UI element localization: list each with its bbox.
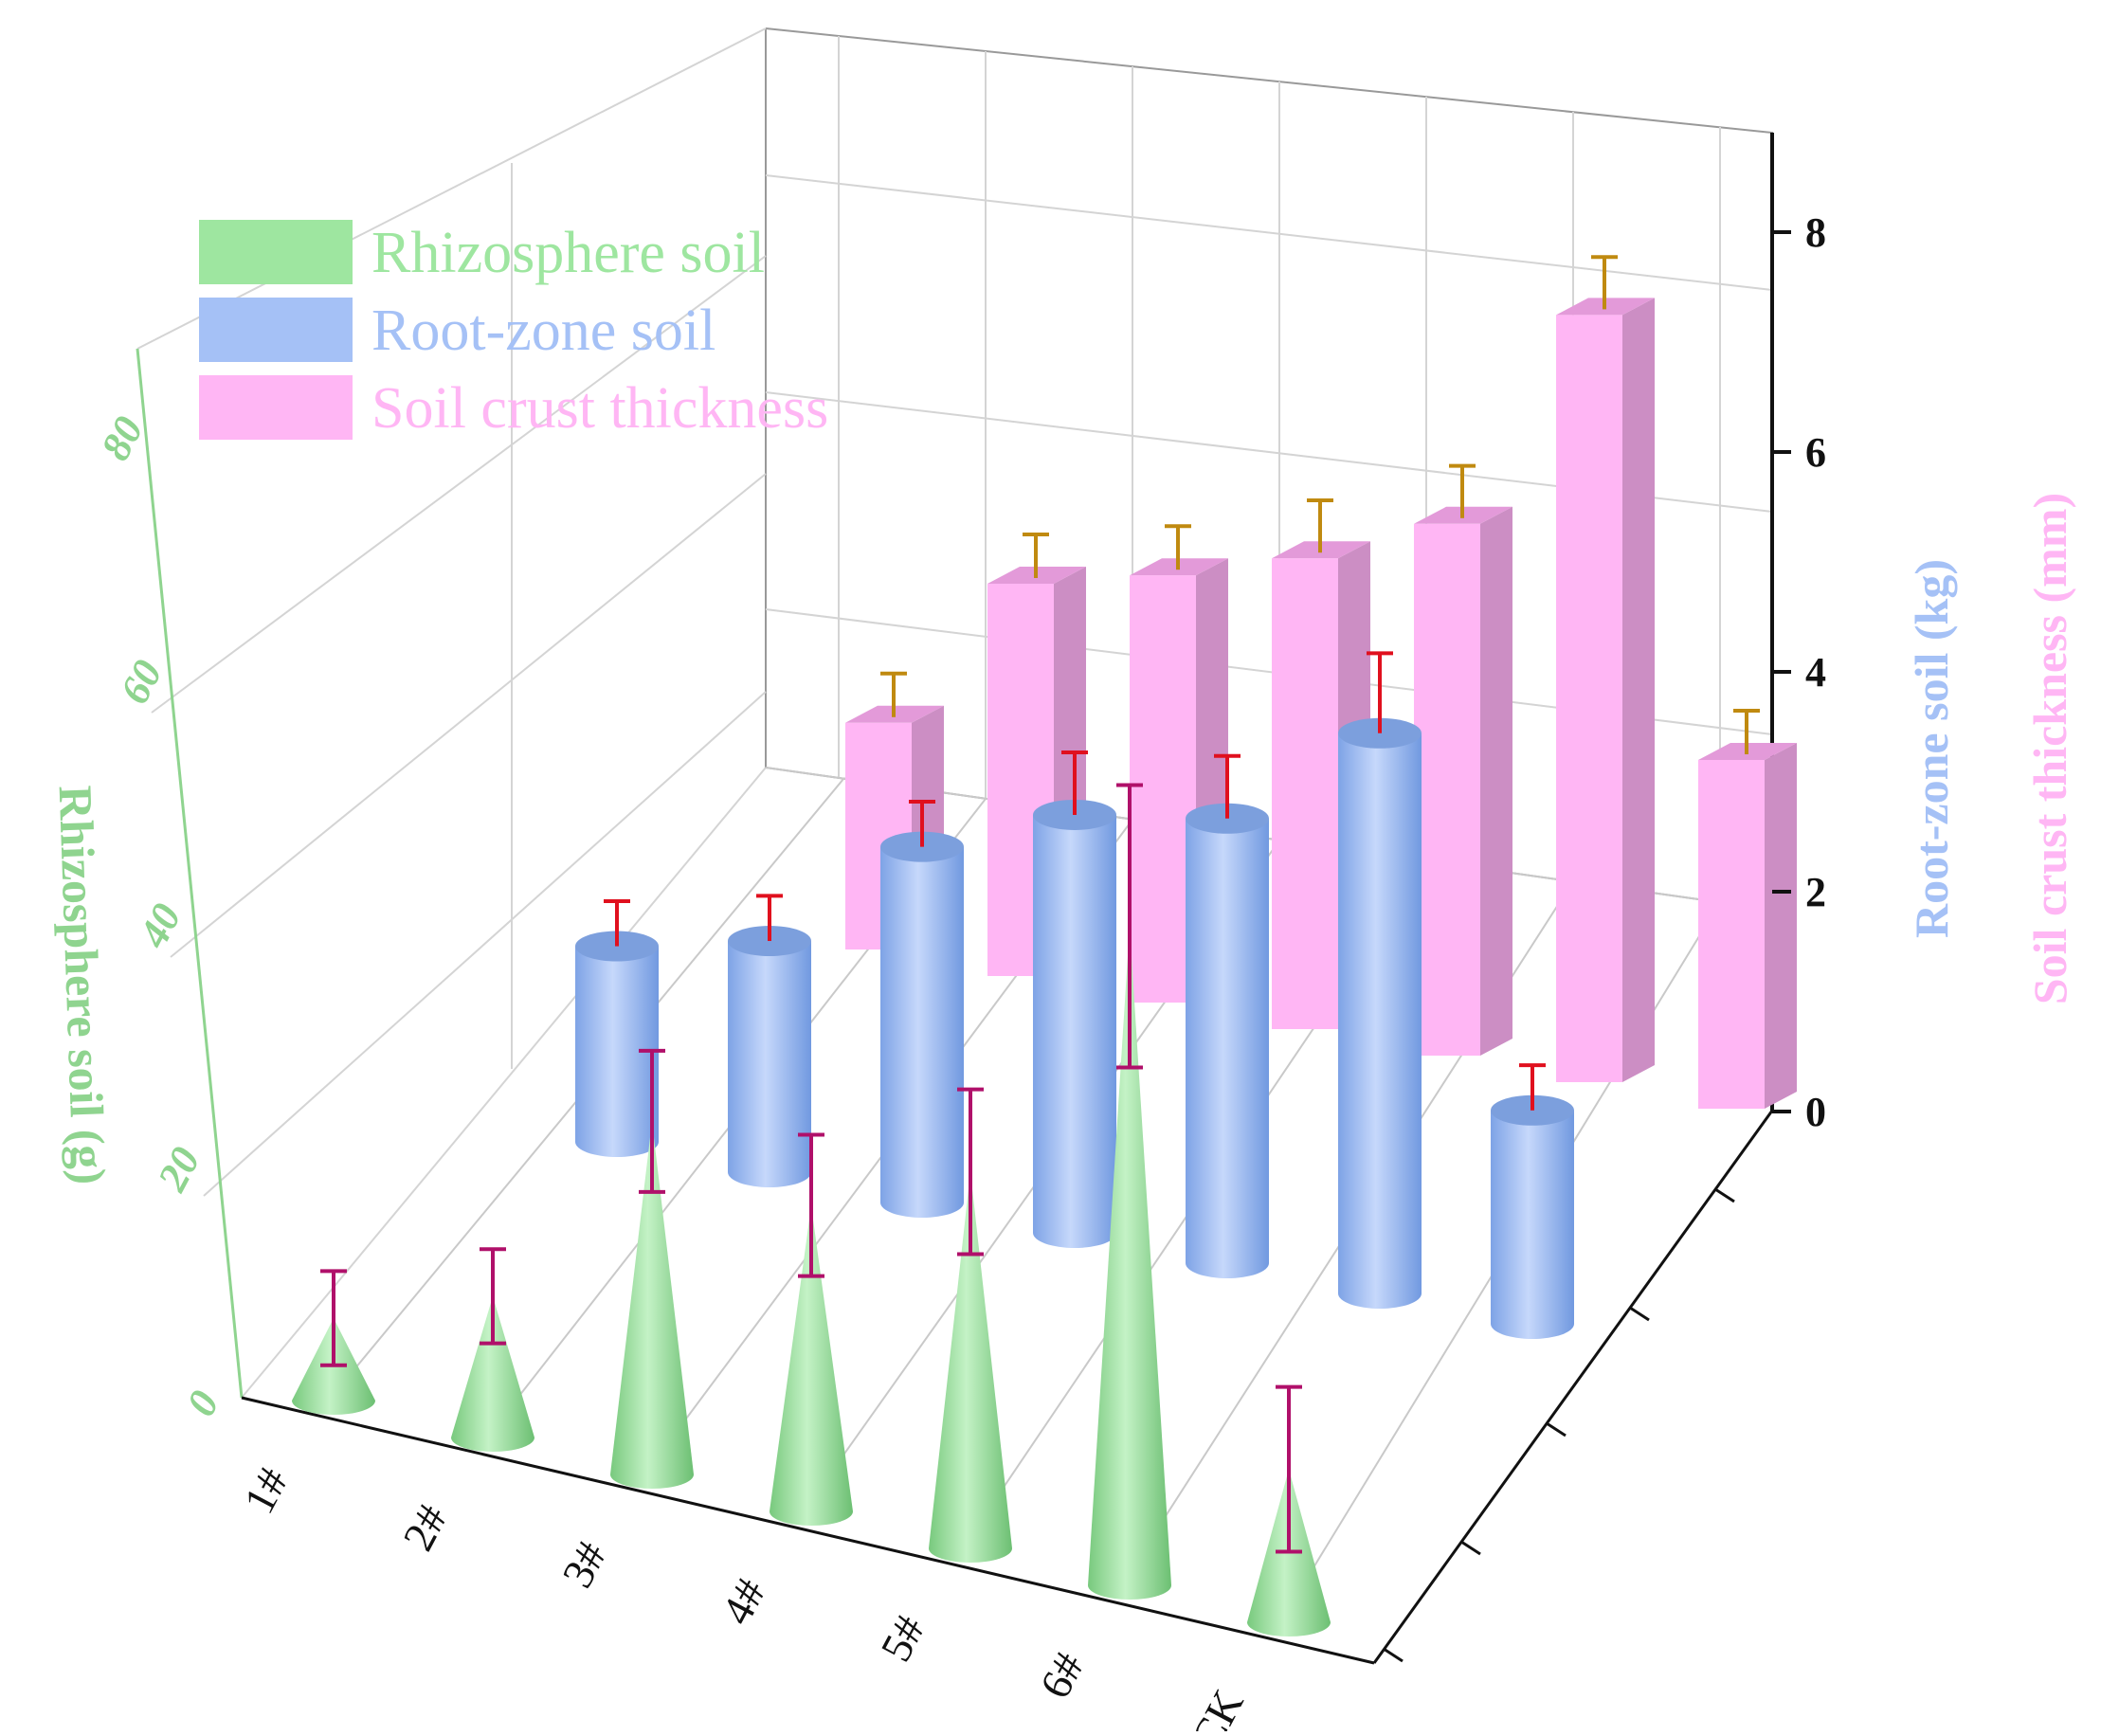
right-tick-8: 8 bbox=[1805, 209, 1826, 256]
cylinder-bar-6 bbox=[1338, 651, 1422, 1309]
box-side bbox=[1622, 298, 1655, 1082]
cone-bar-1 bbox=[292, 1269, 375, 1415]
cone-body bbox=[1088, 926, 1171, 1600]
depth-axis-ticks bbox=[1383, 1187, 1735, 1663]
right-tick-2: 2 bbox=[1805, 869, 1826, 915]
left-tick-60: 60 bbox=[111, 653, 172, 712]
box-front bbox=[1272, 558, 1338, 1029]
cone-bar-3 bbox=[610, 1048, 694, 1489]
legend: Rhizosphere soil Root-zone soil Soil crust… bbox=[199, 220, 828, 441]
category-tick-1: 1# bbox=[234, 1460, 298, 1522]
cone-bar-4 bbox=[770, 1132, 853, 1526]
box-bar-ck bbox=[1698, 709, 1797, 1109]
cone-body bbox=[770, 1205, 853, 1526]
cylinder-bar-3 bbox=[880, 800, 964, 1218]
cylinder-bar-1 bbox=[575, 898, 659, 1157]
category-tick-ck: CK bbox=[1182, 1682, 1253, 1731]
cylinder-bar-4 bbox=[1033, 750, 1116, 1248]
cylinder-body bbox=[880, 846, 964, 1218]
box-front bbox=[1556, 315, 1622, 1082]
left-tick-20: 20 bbox=[148, 1140, 208, 1200]
right-tick-6: 6 bbox=[1805, 429, 1826, 476]
box-bar-6 bbox=[1556, 255, 1655, 1082]
cylinder-bar-ck bbox=[1491, 1063, 1574, 1339]
category-tick-2: 2# bbox=[393, 1497, 457, 1559]
cone-bar-2 bbox=[451, 1247, 534, 1452]
cone-body bbox=[929, 1171, 1012, 1563]
category-tick-6: 6# bbox=[1030, 1645, 1094, 1707]
legend-label-root-zone-soil: Root-zone soil bbox=[371, 298, 715, 363]
cylinder-body bbox=[1491, 1110, 1574, 1339]
right-axis-title-primary: Root-zone soil (kg) bbox=[1905, 559, 1958, 938]
right-axis-title-secondary: Soil crust thickness (mm) bbox=[2023, 493, 2076, 1004]
left-wall bbox=[136, 27, 767, 1399]
cone-bar-6 bbox=[1088, 783, 1171, 1600]
box-front bbox=[1414, 523, 1480, 1056]
cylinder-body bbox=[575, 946, 659, 1157]
series-rhizosphere-soil bbox=[292, 783, 1331, 1637]
series-soil-crust-thickness bbox=[845, 255, 1797, 1109]
cylinder-body bbox=[1338, 732, 1422, 1309]
category-tick-3: 3# bbox=[552, 1534, 616, 1596]
left-tick-40: 40 bbox=[129, 896, 190, 956]
series-root-zone-soil bbox=[575, 651, 1574, 1339]
cone-bar-5 bbox=[929, 1087, 1012, 1563]
cylinder-body bbox=[728, 941, 811, 1187]
cone-body bbox=[610, 1121, 694, 1489]
right-tick-4: 4 bbox=[1805, 649, 1826, 696]
legend-label-rhizosphere-soil: Rhizosphere soil bbox=[371, 221, 765, 285]
category-axis-line bbox=[241, 1396, 1375, 1665]
box-front bbox=[1698, 760, 1765, 1109]
legend-label-soil-crust-thickness: Soil crust thickness bbox=[371, 376, 828, 441]
legend-swatch-root-zone-soil bbox=[199, 298, 353, 362]
box-side bbox=[1765, 743, 1797, 1109]
legend-swatch-soil-crust-thickness bbox=[199, 375, 353, 440]
cylinder-body bbox=[1186, 818, 1269, 1278]
left-axis-title: Rhizosphere soil (g) bbox=[49, 785, 117, 1185]
box-bar-3 bbox=[1130, 524, 1228, 1003]
right-tick-0: 0 bbox=[1805, 1089, 1826, 1135]
cylinder-bar-2 bbox=[728, 894, 811, 1187]
cone-bar-ck bbox=[1247, 1384, 1331, 1637]
depth-axis-line bbox=[1372, 1110, 1774, 1664]
left-axis-line bbox=[136, 348, 244, 1399]
legend-swatch-rhizosphere-soil bbox=[199, 220, 353, 284]
category-tick-5: 5# bbox=[871, 1608, 934, 1670]
cone-body bbox=[451, 1295, 534, 1452]
left-tick-0: 0 bbox=[177, 1383, 228, 1423]
bars-layer bbox=[292, 255, 1797, 1637]
box-front bbox=[1130, 575, 1196, 1003]
cylinder-bar-5 bbox=[1186, 753, 1269, 1278]
cylinder-body bbox=[1033, 814, 1116, 1248]
box-bar-5 bbox=[1414, 463, 1512, 1056]
box-side bbox=[1480, 506, 1512, 1056]
category-tick-4: 4# bbox=[712, 1571, 775, 1633]
